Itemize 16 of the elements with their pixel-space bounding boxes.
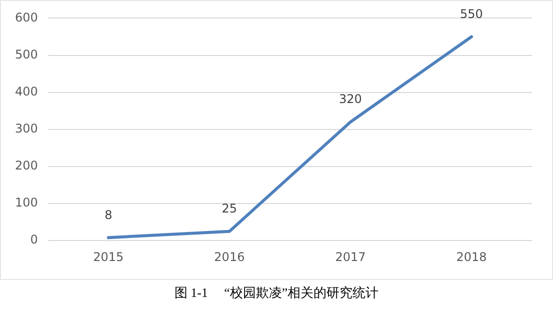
x-tick-label: 2016 — [214, 250, 245, 264]
y-tick-label: 500 — [15, 47, 38, 62]
data-label: 550 — [460, 6, 483, 21]
x-tick-label: 2017 — [335, 250, 366, 264]
data-label: 320 — [339, 92, 362, 106]
y-tick-label: 300 — [15, 122, 38, 136]
y-tick-label: 100 — [15, 196, 38, 210]
y-tick-label: 200 — [15, 158, 38, 173]
data-label: 25 — [222, 201, 238, 216]
y-tick-label: 0 — [30, 232, 38, 247]
x-tick-label: 2015 — [93, 250, 124, 264]
data-label: 8 — [104, 208, 112, 222]
y-tick-label: 400 — [15, 84, 38, 98]
y-tick-label: 600 — [15, 10, 38, 24]
x-tick-label: 2018 — [456, 250, 487, 264]
caption: 图 1-1 “校园欺凌”相关的研究统计 — [173, 284, 380, 302]
